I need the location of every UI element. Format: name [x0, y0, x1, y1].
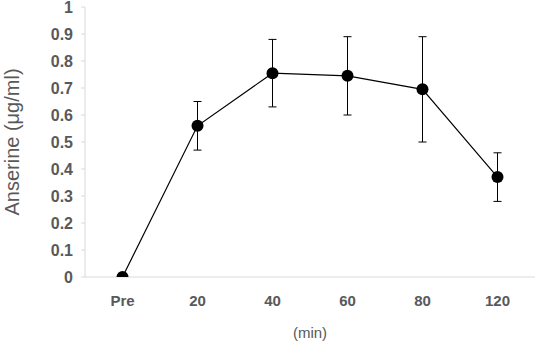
y-tick	[81, 169, 85, 170]
data-point	[417, 83, 429, 95]
y-tick-label: 0.9	[51, 26, 73, 43]
y-tick-label: 0	[64, 269, 73, 286]
y-axis-title: Anserine (μg/ml)	[1, 68, 23, 215]
x-tick-label: 20	[189, 292, 206, 309]
data-line	[123, 73, 498, 277]
data-point	[117, 271, 129, 277]
data-point	[492, 171, 504, 183]
data-point	[342, 70, 354, 82]
error-cap	[419, 36, 427, 37]
y-tick	[81, 34, 85, 35]
error-cap	[269, 106, 277, 107]
y-tick-label: 0.3	[51, 188, 73, 205]
x-axis	[85, 277, 535, 278]
y-tick	[81, 250, 85, 251]
chart-container: 0 0.1 0.2 0.3 0.4 0.5 0.6 0.7 0.8 0.9 1 Pre 20 40 60 80…	[0, 0, 538, 344]
y-tick-label: 0.5	[51, 134, 73, 151]
data-point	[267, 67, 279, 79]
x-tick-label: 80	[414, 292, 431, 309]
y-tick	[81, 88, 85, 89]
y-tick-label: 0.7	[51, 80, 73, 97]
y-axis	[85, 7, 86, 277]
y-tick	[81, 277, 85, 278]
data-point	[192, 120, 204, 132]
error-cap	[344, 36, 352, 37]
chart-svg: 0 0.1 0.2 0.3 0.4 0.5 0.6 0.7 0.8 0.9 1 Pre 20 40 60 80…	[0, 0, 538, 344]
y-tick-label: 0.6	[51, 107, 73, 124]
y-tick-label: 1	[64, 0, 73, 16]
y-tick	[81, 142, 85, 143]
error-cap	[494, 201, 502, 202]
error-cap	[419, 142, 427, 143]
error-cap	[194, 101, 202, 102]
error-cap	[194, 150, 202, 151]
error-cap	[494, 152, 502, 153]
x-axis-title: (min)	[293, 324, 327, 341]
y-tick	[81, 61, 85, 62]
y-tick-label: 0.8	[51, 53, 73, 70]
error-cap	[344, 115, 352, 116]
error-cap	[269, 39, 277, 40]
x-tick-label: 40	[264, 292, 281, 309]
y-tick-label: 0.2	[51, 215, 73, 232]
x-tick-label: 60	[339, 292, 356, 309]
plot-area	[117, 37, 504, 277]
y-tick	[81, 115, 85, 116]
x-tick-label: Pre	[110, 292, 134, 309]
y-tick	[81, 196, 85, 197]
x-tick-label: 120	[485, 292, 510, 309]
y-tick-label: 0.4	[51, 161, 73, 178]
y-tick	[81, 7, 85, 8]
y-tick	[81, 223, 85, 224]
y-tick-label: 0.1	[51, 242, 73, 259]
